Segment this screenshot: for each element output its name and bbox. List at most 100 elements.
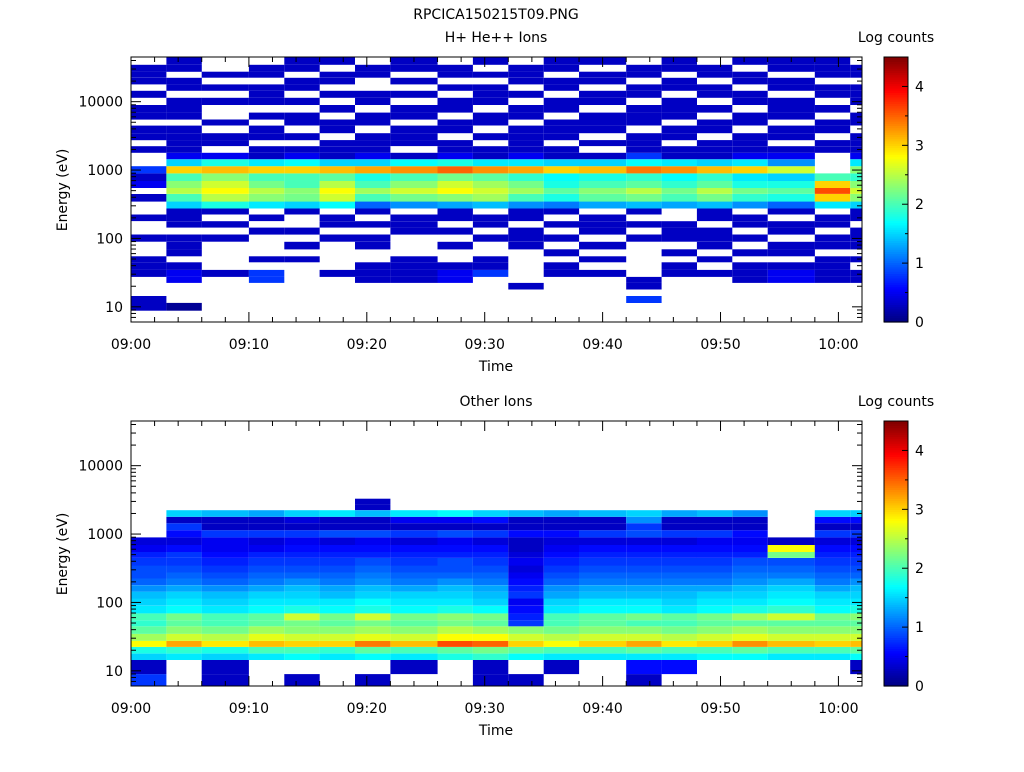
x-axis: 09:00 09:10 09:20 09:30 09:40 09:50 10:00 (111, 57, 863, 353)
heatmap-cell (284, 680, 320, 686)
heatmap-cell (626, 84, 662, 91)
heatmap-cell (579, 646, 627, 654)
heatmap-cell (696, 620, 733, 627)
heatmap-cell (696, 241, 733, 250)
colorbar-segment (884, 264, 908, 268)
colorbar-segment (884, 425, 908, 429)
heatmap-cells (131, 57, 862, 311)
colorbar-segment (884, 222, 908, 226)
heatmap-cell (472, 214, 509, 222)
heatmap-cell (767, 241, 815, 250)
heatmap-cell (248, 227, 285, 235)
colorbar-segment (884, 580, 908, 583)
heatmap-cell (508, 208, 544, 215)
colorbar-segment (884, 427, 908, 431)
heatmap-cell (472, 194, 509, 202)
heatmap-cell (248, 71, 285, 78)
colorbar-segment (884, 240, 908, 244)
colorbar-segment (884, 610, 908, 614)
heatmap-cell (248, 112, 285, 120)
heatmap-cell (850, 208, 862, 215)
heatmap-cell (732, 112, 768, 120)
heatmap-cell (355, 119, 391, 126)
colorbar-segment (884, 595, 908, 599)
heatmap-cell (319, 181, 355, 188)
heatmap-cell (579, 537, 627, 545)
colorbar-segment (884, 233, 908, 237)
heatmap-cell (661, 646, 697, 654)
heatmap-cell (626, 530, 662, 538)
heatmap-cell (508, 125, 544, 134)
heatmap-cell (508, 537, 544, 545)
heatmap-cell (390, 653, 438, 660)
heatmap-cell (319, 653, 355, 660)
heatmap-cell (319, 269, 355, 277)
colorbar-segment (884, 275, 908, 279)
heatmap-cell (626, 680, 662, 686)
colorbar-segment (884, 449, 908, 453)
colorbar-label: Log counts (858, 30, 934, 46)
heatmap-cell (661, 591, 697, 599)
heatmap-cell (626, 234, 662, 242)
heatmap-cell (390, 558, 438, 566)
y-axis-label: Energy (eV) (55, 513, 71, 596)
colorbar-segment (884, 132, 908, 135)
heatmap-cell (814, 276, 851, 283)
heatmap-cell (437, 523, 473, 531)
heatmap-cell (131, 71, 167, 78)
heatmap-cell (355, 112, 391, 120)
figure-title: RPCICA150215T09.PNG (413, 7, 578, 23)
heatmap-cell (850, 181, 862, 188)
heatmap-cell (472, 605, 509, 614)
heatmap-cell (661, 97, 697, 105)
heatmap-cell (390, 214, 438, 222)
heatmap-cell (166, 646, 202, 654)
heatmap-cell (355, 166, 391, 174)
heatmap-cell (508, 159, 544, 167)
heatmap-cell (543, 516, 580, 524)
heatmap-cell (355, 262, 391, 270)
heatmap-cell (248, 653, 285, 660)
heatmap-cell (508, 578, 544, 586)
heatmap-cell (661, 620, 697, 627)
heatmap-cell (437, 105, 473, 113)
heatmap-cell (355, 551, 391, 558)
heatmap-cell (543, 640, 580, 647)
colorbar-segment (884, 485, 908, 488)
heatmap-cell (284, 510, 320, 517)
heatmap-cell (284, 585, 320, 592)
colorbar-segment (884, 224, 908, 228)
heatmap-cell (661, 133, 697, 141)
heatmap-cell (472, 90, 509, 98)
heatmap-cell (319, 545, 355, 552)
colorbar-tick-label: 1 (915, 620, 924, 636)
heatmap-cell (319, 214, 355, 222)
heatmap-cell (850, 646, 862, 654)
heatmap-cell (284, 84, 320, 91)
colorbar-segment (884, 182, 908, 186)
heatmap-cell (319, 626, 355, 634)
heatmap-cell (390, 105, 438, 113)
heatmap-cell (814, 653, 851, 660)
heatmap-cell (661, 613, 697, 621)
heatmap-cell (850, 523, 862, 531)
heatmap-cell (437, 646, 473, 654)
heatmap-cell (437, 598, 473, 606)
y-tick-label: 1000 (87, 527, 123, 543)
heatmap-cell (437, 572, 473, 579)
heatmap-cell (355, 201, 391, 209)
heatmap-cell (767, 640, 815, 647)
heatmap-cell (437, 187, 473, 194)
heatmap-cell (508, 605, 544, 614)
heatmap-cell (355, 269, 391, 277)
colorbar-segment (884, 661, 908, 665)
heatmap-cell (508, 551, 544, 558)
heatmap-cell (579, 77, 627, 85)
heatmap-cell (626, 660, 662, 667)
heatmap-cell (166, 241, 202, 250)
y-axis-label: Energy (eV) (55, 149, 71, 232)
heatmap-cell (814, 71, 851, 78)
heatmap-cell (850, 572, 862, 579)
colorbar-segment (884, 253, 908, 257)
